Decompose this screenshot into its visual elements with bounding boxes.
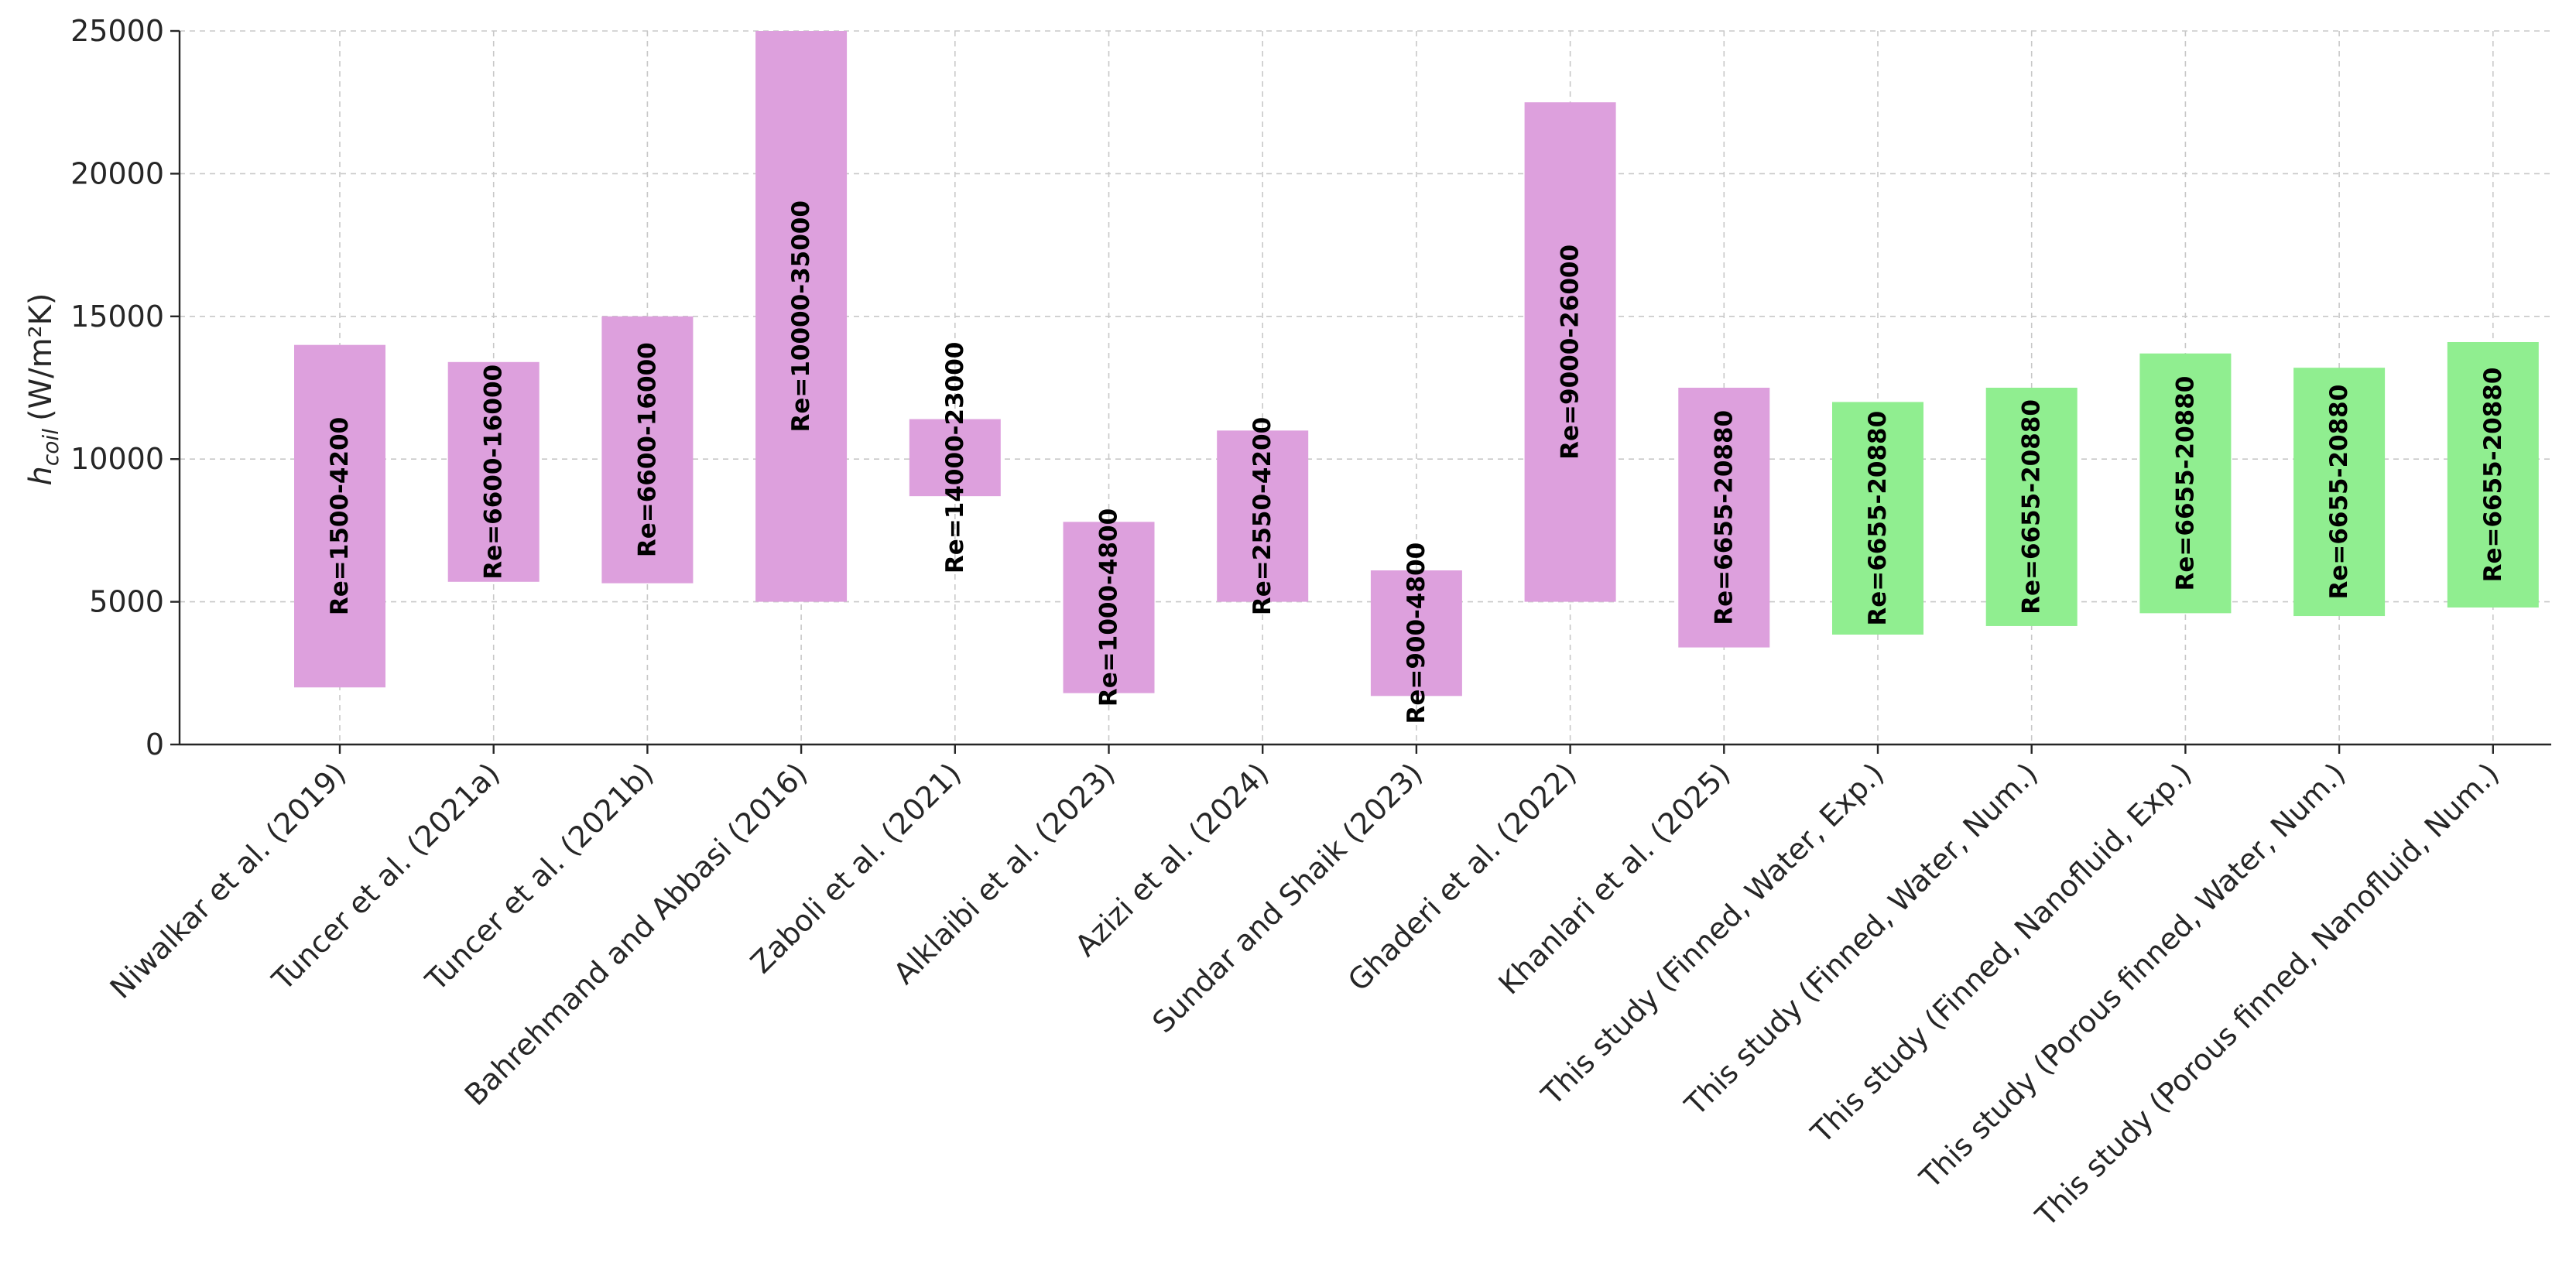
axes bbox=[178, 31, 2551, 746]
bar-range-label: Re=6655-20880 bbox=[2325, 385, 2353, 600]
bar-range-label: Re=1000-4800 bbox=[1095, 508, 1123, 707]
range-bar bbox=[755, 31, 848, 602]
bar-range-label: Re=6655-20880 bbox=[2018, 399, 2046, 614]
bar-range-label: Re=14000-23000 bbox=[941, 342, 969, 573]
bar-range-label: Re=6600-16000 bbox=[633, 342, 661, 557]
bar-range-label: Re=1500-4200 bbox=[326, 417, 354, 615]
bar-range-label: Re=6655-20880 bbox=[2479, 368, 2507, 583]
bar-range-label: Re=10000-35000 bbox=[787, 200, 815, 432]
bar-range-label: Re=6655-20880 bbox=[1864, 411, 1892, 626]
x-tick-label: This study (Finned, Water, Num.) bbox=[1678, 756, 2044, 1122]
y-axis-unit: (W/m²K) bbox=[23, 293, 59, 421]
bar-range-label: Re=6655-20880 bbox=[2171, 376, 2199, 591]
y-axis-subscript: coil bbox=[38, 429, 63, 466]
x-tick-label: This study (Finned, Water, Exp.) bbox=[1534, 756, 1890, 1112]
range-bar bbox=[2293, 368, 2386, 617]
bar-range-label: Re=2550-4200 bbox=[1249, 417, 1276, 615]
x-tick-label: Sundar and Shaik (2023) bbox=[1146, 756, 1429, 1039]
y-tick-label: 25000 bbox=[70, 14, 164, 48]
range-bar bbox=[1063, 522, 1155, 693]
y-tick-label: 20000 bbox=[70, 156, 164, 190]
range-bar bbox=[601, 316, 694, 584]
x-tick-label: Bahrehmand and Abbasi (2016) bbox=[458, 756, 814, 1112]
range-bar bbox=[2139, 353, 2232, 614]
range-bar bbox=[1678, 388, 1770, 648]
range-bar bbox=[909, 419, 1001, 497]
y-axis-symbol: h bbox=[23, 466, 59, 485]
range-bar bbox=[1985, 388, 2078, 626]
y-tick-label: 0 bbox=[146, 727, 164, 762]
y-tick-label: 10000 bbox=[70, 442, 164, 476]
bar-range-label: Re=6655-20880 bbox=[1710, 410, 1738, 625]
range-bar bbox=[1524, 102, 1616, 602]
bar-range-label: Re=900-4800 bbox=[1403, 543, 1430, 724]
range-bar bbox=[1832, 402, 1923, 635]
bar-range-label: Re=6600-16000 bbox=[480, 365, 508, 580]
y-ticks: 0 5000 10000 15000 20000 25000 bbox=[70, 14, 180, 762]
y-axis-title: hcoil (W/m²K) bbox=[23, 293, 63, 486]
bar-range-label: Re=9000-26000 bbox=[1557, 245, 1584, 460]
range-bar bbox=[1217, 430, 1309, 602]
y-tick-label: 15000 bbox=[70, 300, 164, 334]
bars bbox=[294, 31, 2539, 697]
range-bar bbox=[447, 361, 540, 582]
y-tick-label: 5000 bbox=[89, 585, 164, 619]
range-bar bbox=[294, 344, 385, 688]
range-bar bbox=[2447, 341, 2539, 608]
x-ticks: Niwalkar et al. (2019)Tuncer et al. (202… bbox=[104, 744, 2506, 1234]
range-bar bbox=[1370, 570, 1462, 697]
bar-labels: Re=1500-4200 Re=6600-16000 Re=6600-16000 Re… bbox=[326, 200, 2507, 724]
